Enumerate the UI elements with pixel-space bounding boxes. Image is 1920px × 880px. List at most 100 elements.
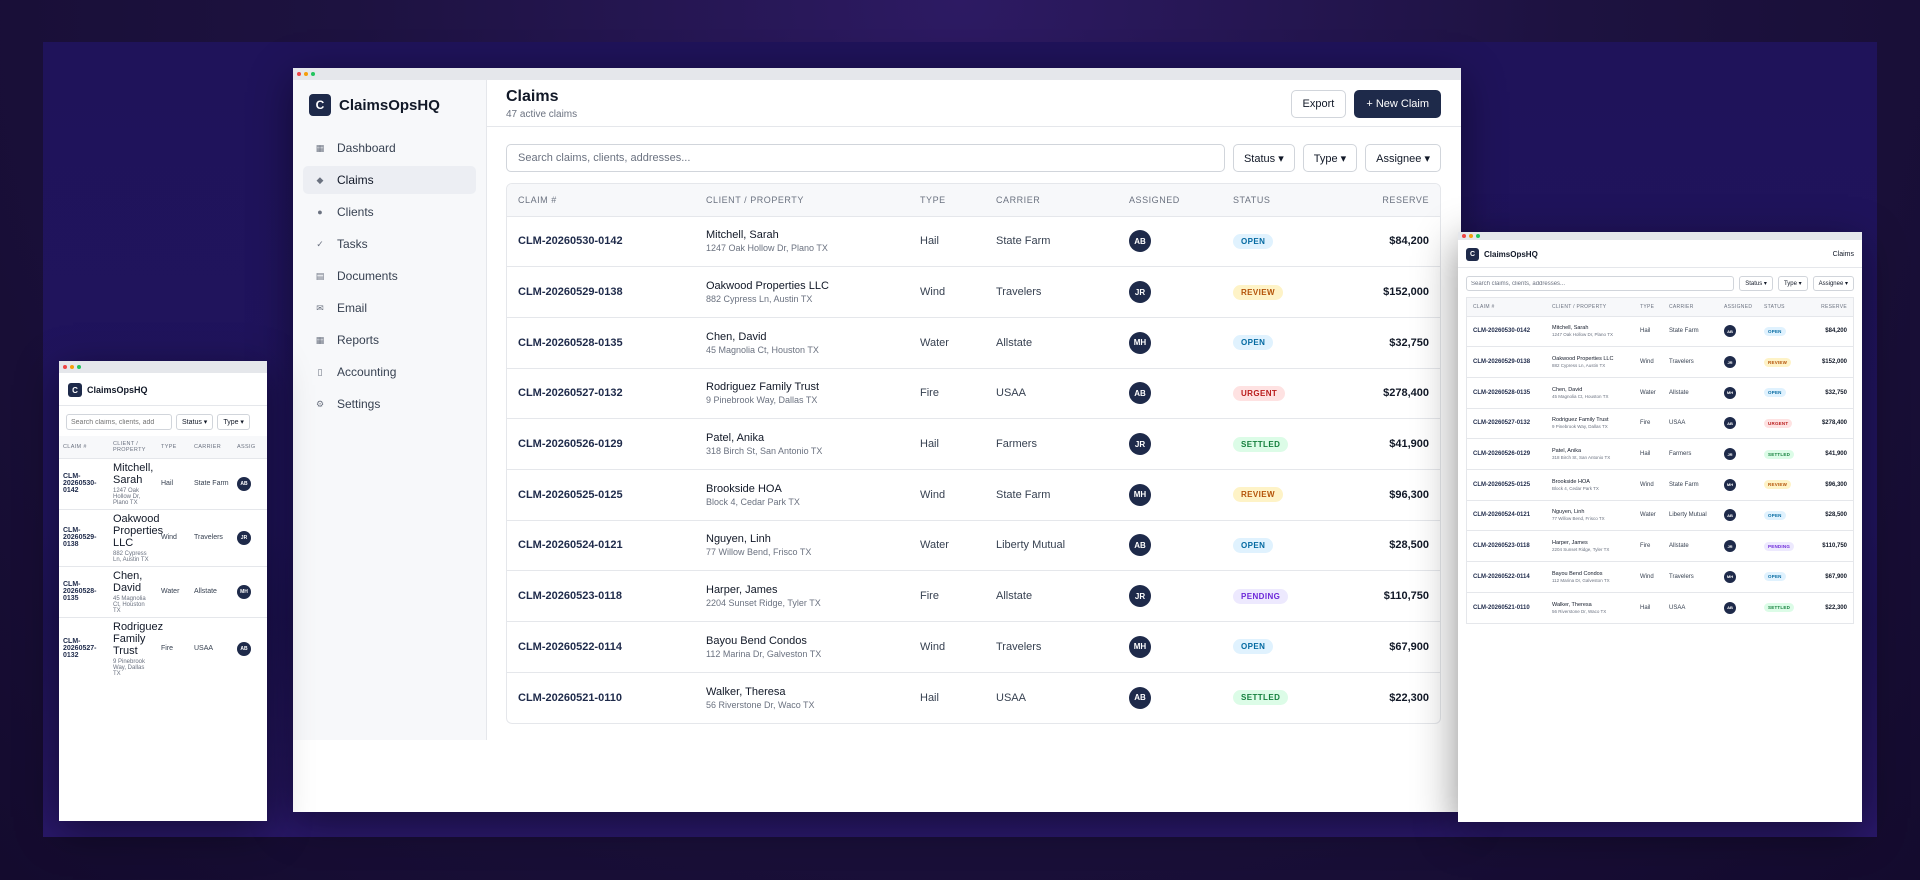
maximize-window-icon[interactable]	[1476, 234, 1480, 238]
claim-id-link[interactable]: CLM-20260529-0138	[59, 509, 109, 567]
avatar[interactable]: JR	[1129, 433, 1151, 456]
maximize-window-icon[interactable]	[311, 72, 315, 76]
table-row[interactable]: CLM-20260530-0142 Mitchell, Sarah 1247 Oak…	[59, 458, 267, 510]
column-header[interactable]: ASSIGNED	[1718, 298, 1758, 317]
column-header[interactable]: STATUS	[1222, 184, 1330, 217]
new-claim-button[interactable]: + New Claim	[1354, 90, 1441, 118]
table-row[interactable]: CLM-20260526-0129 Patel, Anika 318 Birch S…	[1467, 438, 1853, 470]
claim-id-link[interactable]: CLM-20260528-0135	[1467, 377, 1546, 409]
avatar[interactable]: AB	[1724, 325, 1736, 338]
sidebar-item-dashboard[interactable]: ▦ Dashboard	[303, 134, 476, 162]
claim-id-link[interactable]: CLM-20260526-0129	[507, 418, 695, 470]
table-row[interactable]: CLM-20260525-0125 Brookside HOA Block 4, C…	[1467, 469, 1853, 501]
claim-id-link[interactable]: CLM-20260528-0135	[507, 317, 695, 369]
sidebar-item-claims[interactable]: ◆ Claims	[303, 166, 476, 194]
avatar[interactable]: MH	[1724, 478, 1736, 491]
tablet-status-filter[interactable]: Status ▾	[1739, 276, 1773, 291]
claim-id-link[interactable]: CLM-20260525-0125	[507, 469, 695, 521]
sidebar-item-clients[interactable]: ● Clients	[303, 198, 476, 226]
table-row[interactable]: CLM-20260521-0110 Walker, Theresa 56 River…	[507, 672, 1440, 723]
avatar[interactable]: JR	[1129, 585, 1151, 608]
column-header[interactable]: CLIENT / PROPERTY	[109, 436, 157, 459]
table-row[interactable]: CLM-20260525-0125 Brookside HOA Block 4, C…	[507, 469, 1440, 521]
close-window-icon[interactable]	[1462, 234, 1466, 238]
sidebar-item-accounting[interactable]: ▯ Accounting	[303, 358, 476, 386]
avatar[interactable]: JR	[237, 530, 251, 545]
mobile-type-filter[interactable]: Type ▾	[217, 414, 250, 430]
column-header[interactable]: CLAIM #	[1467, 298, 1546, 317]
claim-id-link[interactable]: CLM-20260523-0118	[507, 570, 695, 622]
sidebar-item-documents[interactable]: ▤ Documents	[303, 262, 476, 290]
avatar[interactable]: MH	[1129, 331, 1151, 354]
avatar[interactable]: MH	[1724, 386, 1736, 399]
table-row[interactable]: CLM-20260529-0138 Oakwood Properties LLC 8…	[507, 266, 1440, 318]
claim-id-link[interactable]: CLM-20260529-0138	[507, 266, 695, 318]
avatar[interactable]: AB	[1724, 417, 1736, 430]
column-header[interactable]: ASSIGNED	[1118, 184, 1222, 217]
mobile-status-filter[interactable]: Status ▾	[176, 414, 214, 430]
column-header[interactable]: CLAIM #	[507, 184, 695, 217]
claim-id-link[interactable]: CLM-20260530-0142	[507, 216, 695, 268]
claim-id-link[interactable]: CLM-20260522-0114	[1467, 561, 1546, 593]
avatar[interactable]: MH	[1724, 570, 1736, 583]
brand[interactable]: C ClaimsOpsHQ	[1466, 248, 1538, 261]
claim-id-link[interactable]: CLM-20260530-0142	[1467, 316, 1546, 348]
close-window-icon[interactable]	[297, 72, 301, 76]
claim-id-link[interactable]: CLM-20260528-0135	[59, 566, 109, 618]
table-row[interactable]: CLM-20260521-0110 Walker, Theresa 56 River…	[1467, 592, 1853, 623]
minimize-window-icon[interactable]	[70, 365, 74, 369]
maximize-window-icon[interactable]	[77, 365, 81, 369]
type-filter[interactable]: Type ▾	[1302, 144, 1358, 172]
column-header[interactable]: CLIENT / PROPERTY	[695, 184, 909, 217]
tablet-search-input[interactable]	[1466, 276, 1735, 291]
claim-id-link[interactable]: CLM-20260523-0118	[1467, 530, 1546, 562]
column-header[interactable]: CLIENT / PROPERTY	[1546, 298, 1634, 317]
column-header[interactable]: ASSIG	[233, 436, 267, 459]
claim-id-link[interactable]: CLM-20260529-0138	[1467, 346, 1546, 378]
avatar[interactable]: MH	[237, 584, 251, 599]
close-window-icon[interactable]	[63, 365, 67, 369]
table-row[interactable]: CLM-20260530-0142 Mitchell, Sarah 1247 Oak…	[507, 216, 1440, 268]
avatar[interactable]: AB	[1129, 230, 1151, 253]
mobile-search-input[interactable]	[66, 414, 172, 430]
table-row[interactable]: CLM-20260530-0142 Mitchell, Sarah 1247 Oak…	[1467, 316, 1853, 348]
column-header[interactable]: TYPE	[1634, 298, 1663, 317]
claim-id-link[interactable]: CLM-20260521-0110	[1473, 604, 1530, 611]
claim-id-link[interactable]: CLM-20260527-0132	[63, 638, 97, 659]
table-row[interactable]: CLM-20260526-0129 Patel, Anika 318 Birch S…	[507, 418, 1440, 470]
column-header[interactable]: RESERVE	[1803, 298, 1853, 317]
avatar[interactable]: AB	[1129, 382, 1151, 405]
avatar[interactable]: AB	[1724, 601, 1736, 614]
avatar[interactable]: AB	[1129, 686, 1151, 709]
table-row[interactable]: CLM-20260528-0135 Chen, David 45 Magnolia …	[1467, 377, 1853, 409]
table-row[interactable]: CLM-20260524-0121 Nguyen, Linh 77 Willow B…	[1467, 500, 1853, 532]
assignee-filter[interactable]: Assignee ▾	[1365, 144, 1441, 172]
claim-id-link[interactable]: CLM-20260521-0110	[518, 691, 622, 704]
table-row[interactable]: CLM-20260528-0135 Chen, David 45 Magnolia …	[59, 566, 267, 618]
avatar[interactable]: JR	[1129, 281, 1151, 304]
export-button[interactable]: Export	[1290, 90, 1347, 118]
claim-id-link[interactable]: CLM-20260530-0142	[59, 458, 109, 510]
avatar[interactable]: JR	[1724, 540, 1736, 553]
avatar[interactable]: MH	[1129, 635, 1151, 658]
status-filter[interactable]: Status ▾	[1232, 144, 1295, 172]
avatar[interactable]: MH	[1129, 483, 1151, 506]
avatar[interactable]: AB	[237, 641, 251, 656]
table-row[interactable]: CLM-20260527-0132 Rodriguez Family Trust 9…	[507, 368, 1440, 420]
claim-id-link[interactable]: CLM-20260524-0121	[507, 520, 695, 572]
sidebar-item-tasks[interactable]: ✓ Tasks	[303, 230, 476, 258]
column-header[interactable]: STATUS	[1758, 298, 1803, 317]
table-row[interactable]: CLM-20260529-0138 Oakwood Properties LLC 8…	[1467, 346, 1853, 378]
sidebar-item-settings[interactable]: ⚙ Settings	[303, 390, 476, 418]
column-header[interactable]: TYPE	[157, 436, 190, 459]
claim-id-link[interactable]: CLM-20260522-0114	[507, 621, 695, 673]
search-input[interactable]	[506, 144, 1225, 172]
avatar[interactable]: AB	[237, 476, 251, 491]
sidebar-item-reports[interactable]: ▦ Reports	[303, 326, 476, 354]
claim-id-link[interactable]: CLM-20260524-0121	[1467, 500, 1546, 532]
claim-id-link[interactable]: CLM-20260527-0132	[507, 368, 695, 420]
minimize-window-icon[interactable]	[304, 72, 308, 76]
brand[interactable]: C ClaimsOpsHQ	[303, 94, 476, 134]
table-row[interactable]: CLM-20260522-0114 Bayou Bend Condos 112 Ma…	[507, 621, 1440, 673]
column-header[interactable]: CARRIER	[1663, 298, 1718, 317]
